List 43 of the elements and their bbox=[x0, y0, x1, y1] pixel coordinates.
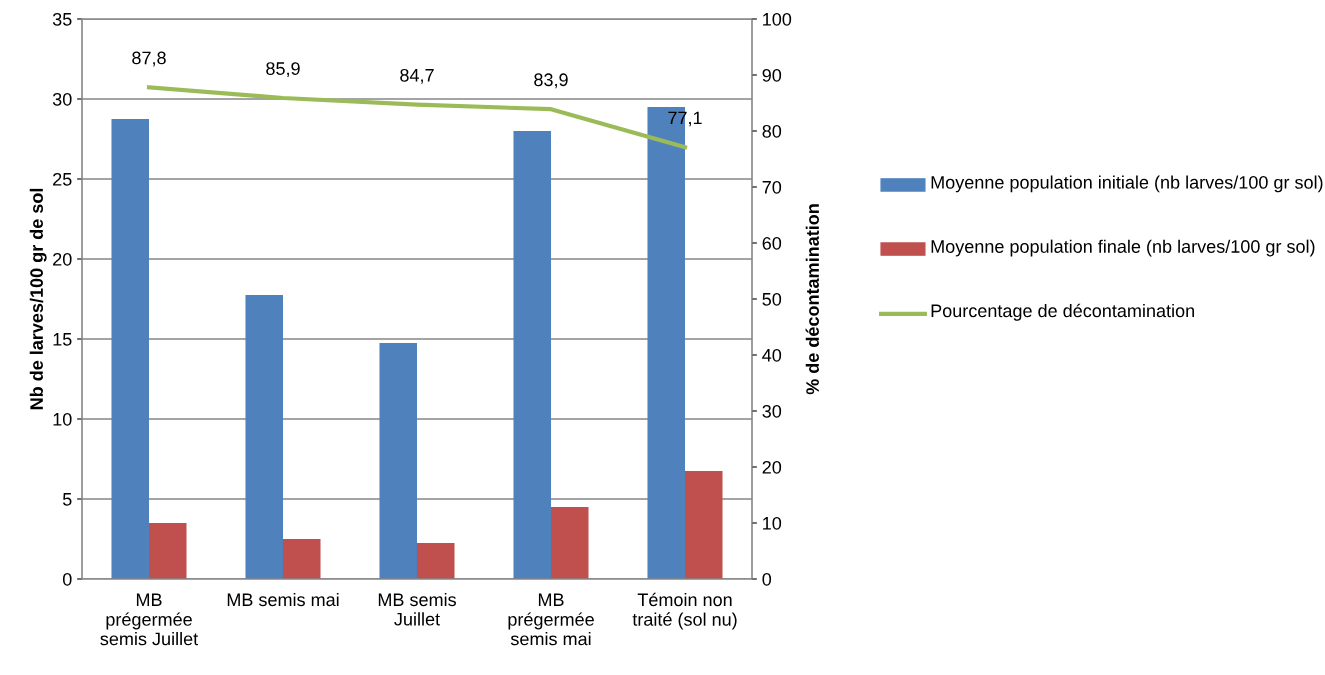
x-tick-label: Témoin non traité (sol nu) bbox=[632, 592, 737, 630]
y2-axis-title: % de décontamination bbox=[805, 204, 819, 395]
data-label: 77,1 bbox=[668, 111, 702, 127]
y2-tick-label: 30 bbox=[762, 404, 782, 418]
x-tick-label: MB semis Juillet bbox=[378, 592, 456, 626]
data-label: 85,9 bbox=[266, 62, 300, 78]
bar bbox=[283, 539, 321, 579]
y2-tick-label: 60 bbox=[762, 236, 782, 250]
y2-tick-label: 20 bbox=[762, 460, 782, 474]
bar bbox=[245, 295, 283, 579]
y2-tick-label: 90 bbox=[762, 68, 782, 82]
x-tick-label: MB semis mai bbox=[227, 592, 339, 607]
data-label: 83,9 bbox=[534, 73, 568, 89]
y2-tick-label: 40 bbox=[762, 348, 782, 362]
y-tick-label: 30 bbox=[52, 92, 72, 106]
y2-tick-label: 50 bbox=[762, 292, 782, 306]
y2-tick-label: 0 bbox=[762, 572, 772, 586]
data-label: 87,8 bbox=[132, 51, 166, 67]
bar bbox=[111, 119, 149, 579]
bar bbox=[513, 131, 551, 579]
legend-label: Pourcentage de décontamination bbox=[931, 303, 1194, 321]
y2-tick-label: 70 bbox=[762, 180, 782, 194]
y-tick-label: 20 bbox=[53, 252, 72, 266]
y2-tick-label: 100 bbox=[763, 12, 792, 26]
bar bbox=[417, 543, 455, 579]
y-tick-label: 35 bbox=[52, 12, 72, 26]
bar bbox=[685, 471, 723, 579]
legend-label: Moyenne population initiale (nb larves/100 gr sol) bbox=[931, 175, 1323, 193]
legend-label: Moyenne population finale (nb larves/100 gr sol) bbox=[931, 239, 1315, 257]
y-tick-label: 0 bbox=[62, 572, 72, 586]
y-axis-title: Nb de larves/100 gr de sol bbox=[29, 188, 47, 410]
bar bbox=[149, 523, 187, 579]
x-tick-label: MB prégermée semis mai bbox=[508, 593, 594, 646]
y-tick-label: 25 bbox=[53, 172, 72, 186]
y2-tick-label: 10 bbox=[763, 516, 782, 530]
data-label: 84,7 bbox=[400, 68, 434, 84]
y2-tick-label: 80 bbox=[762, 124, 782, 138]
bar bbox=[379, 343, 417, 579]
y-tick-label: 10 bbox=[53, 412, 72, 426]
y-tick-label: 15 bbox=[53, 333, 72, 346]
y-tick-label: 5 bbox=[62, 493, 72, 506]
x-tick-label: MB prégermée semis Juillet bbox=[100, 593, 199, 646]
bar bbox=[551, 507, 589, 579]
